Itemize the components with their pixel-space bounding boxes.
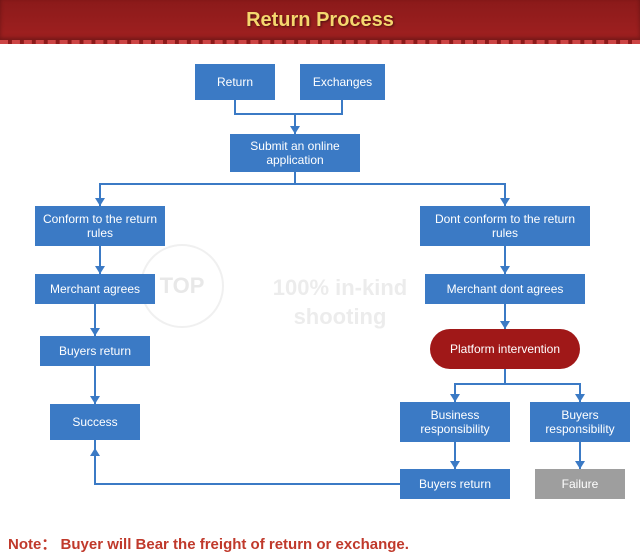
node-mdontagree: Merchant dont agrees	[425, 274, 585, 304]
node-dontconform: Dont conform to the return rules	[420, 206, 590, 246]
note: Note： Buyer will Bear the freight of ret…	[8, 533, 409, 554]
watermark-text: 100% in-kind shooting	[240, 274, 440, 331]
note-label: Note：	[8, 536, 56, 553]
node-success: Success	[50, 404, 140, 440]
flowchart-canvas: TOP 100% in-kind shooting ReturnExchange…	[0, 44, 640, 534]
node-bizresp: Business responsibility	[400, 402, 510, 442]
node-magree: Merchant agrees	[35, 274, 155, 304]
node-buyresp: Buyers responsibility	[530, 402, 630, 442]
node-return: Return	[195, 64, 275, 100]
banner: Return Process	[0, 0, 640, 44]
node-platform: Platform intervention	[430, 329, 580, 369]
node-submit: Submit an online application	[230, 134, 360, 172]
note-text: Buyer will Bear the freight of return or…	[61, 536, 409, 553]
node-exchanges: Exchanges	[300, 64, 385, 100]
node-breturn1: Buyers return	[40, 336, 150, 366]
banner-title: Return Process	[246, 9, 394, 32]
node-failure: Failure	[535, 469, 625, 499]
node-breturn2: Buyers return	[400, 469, 510, 499]
node-conform: Conform to the return rules	[35, 206, 165, 246]
